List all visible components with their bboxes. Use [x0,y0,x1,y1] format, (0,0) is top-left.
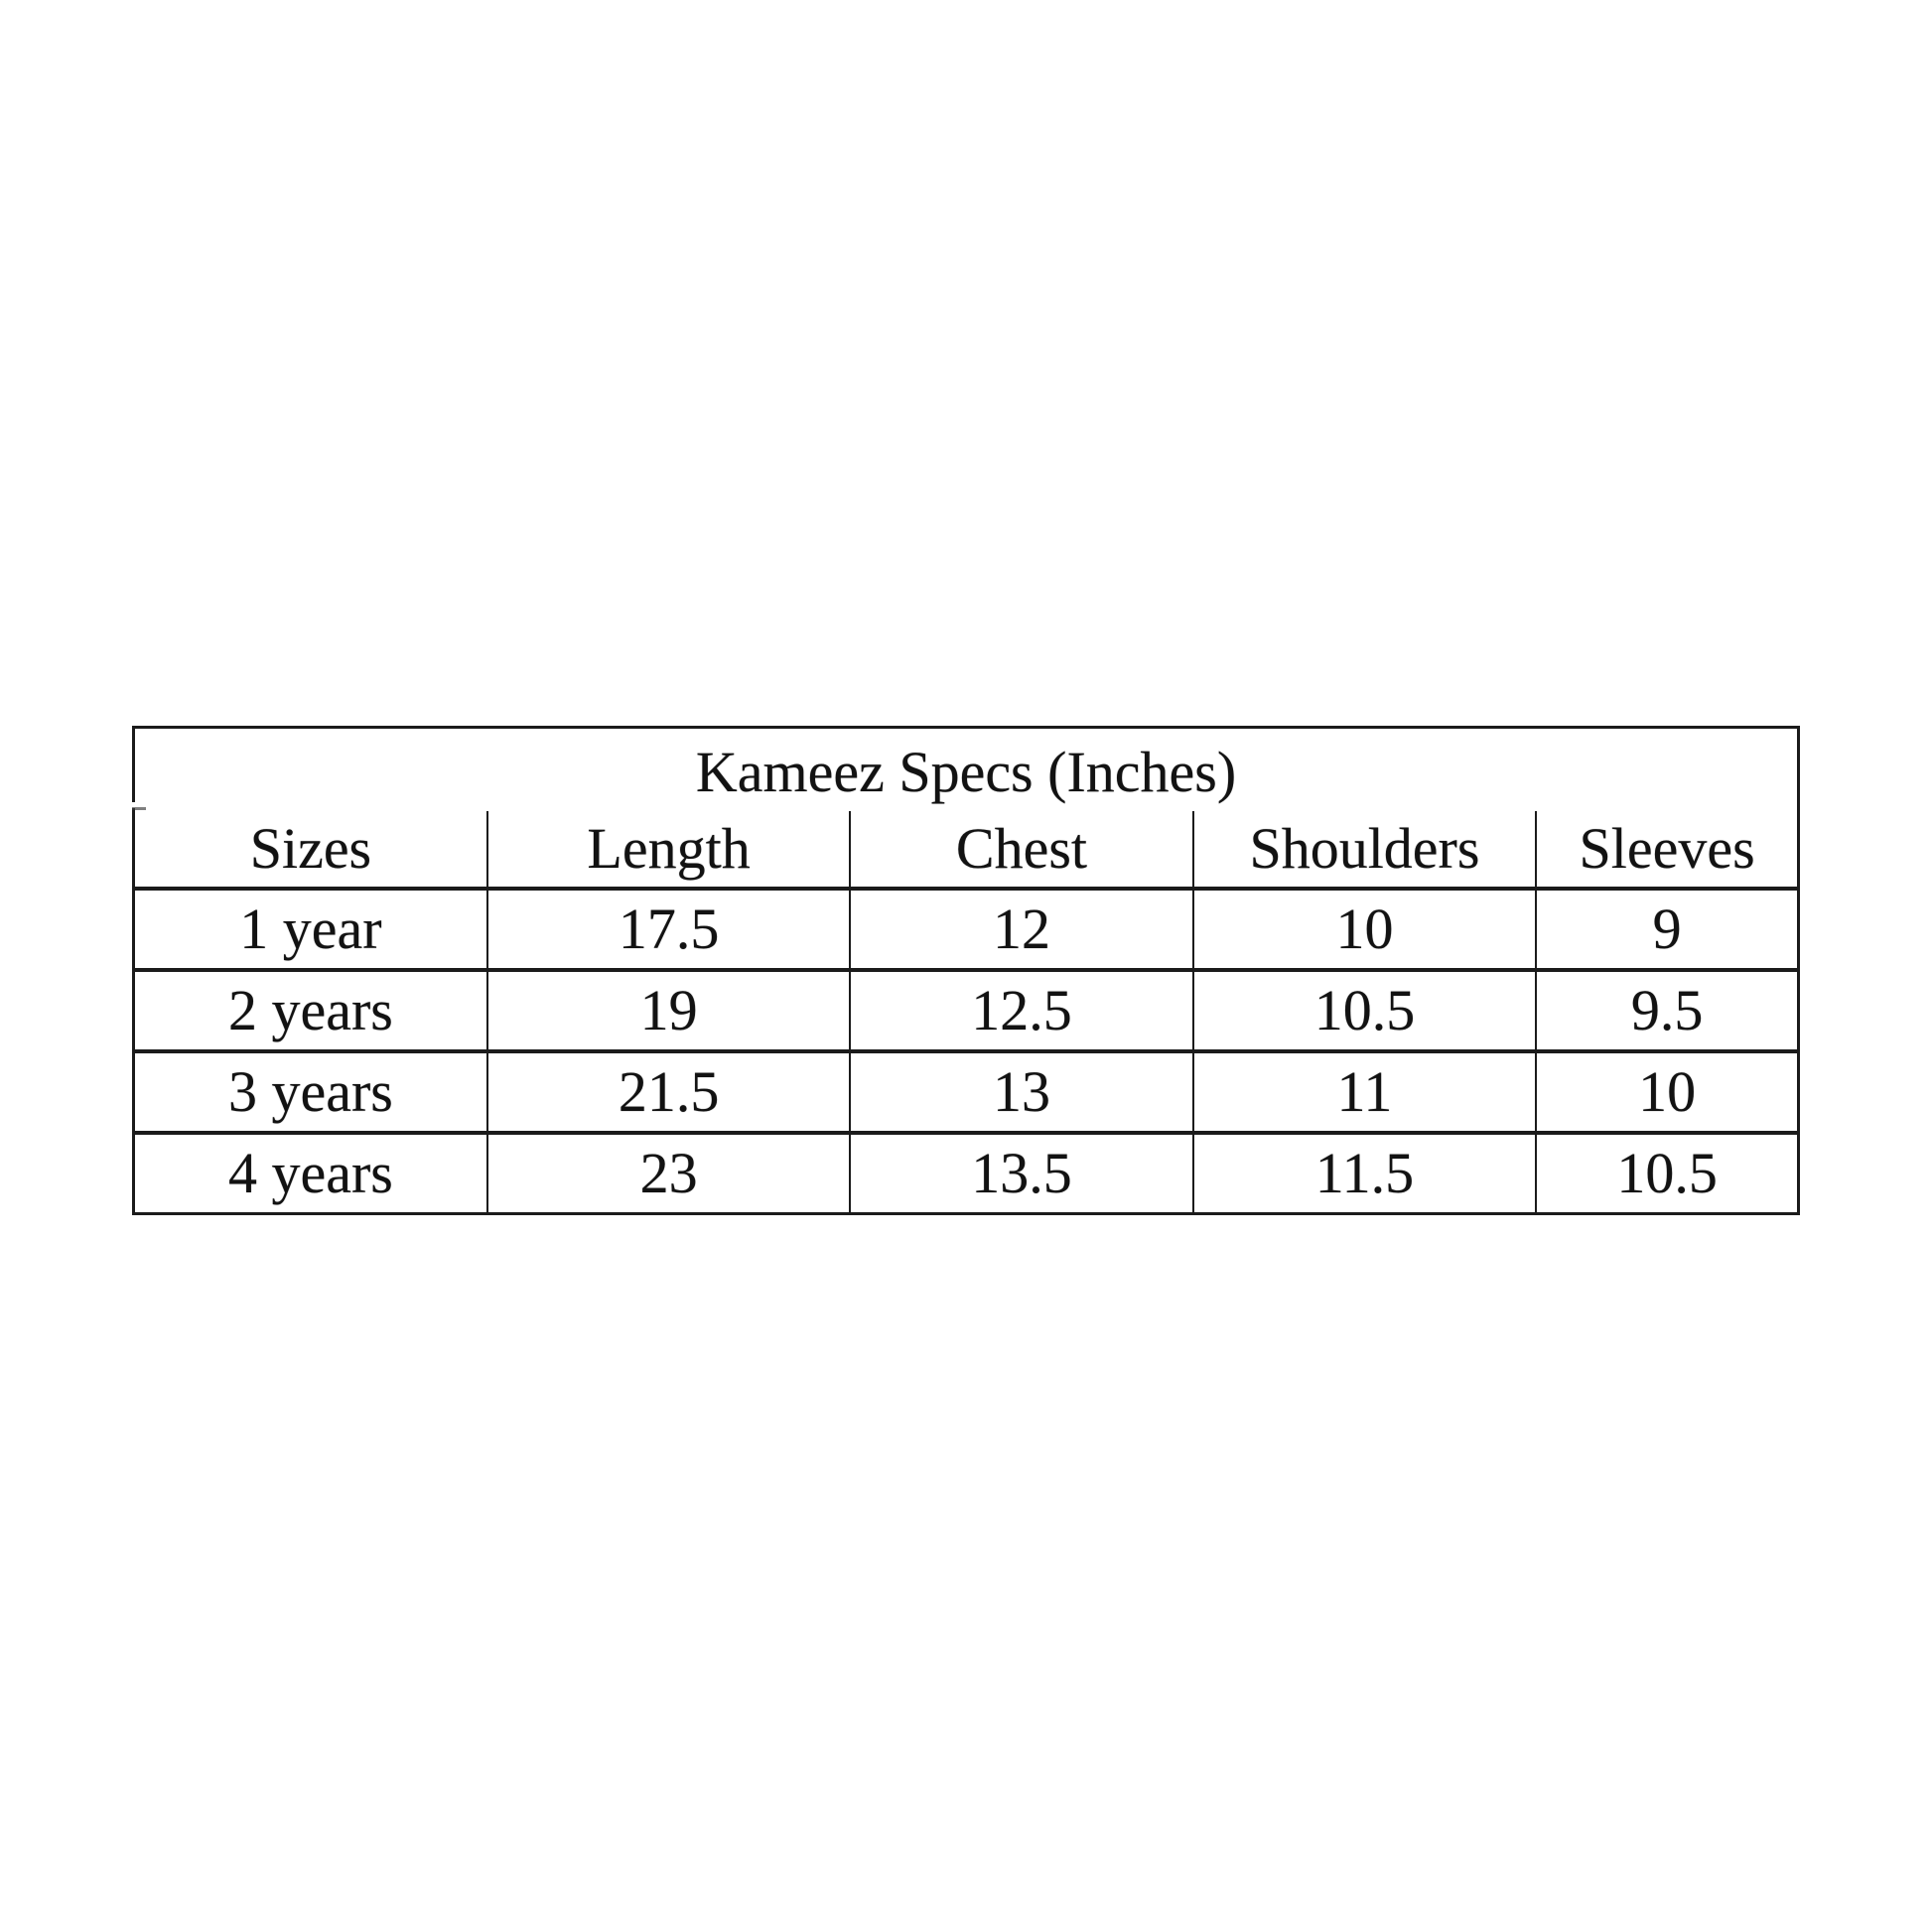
scan-artifact-border-gap [131,802,136,808]
cell-length: 17.5 [485,888,851,972]
table-title-row: Kameez Specs (Inches) [134,728,1799,811]
cell-sleeves: 10 [1535,1050,1799,1135]
cell-length: 23 [485,1132,851,1214]
cell-size: 4 years [227,1140,393,1205]
cell-shoulders: 10.5 [1191,969,1537,1053]
table-row-3-years: 3 years 21.5 13 11 10 [133,1050,1799,1135]
cell-shoulders: 11 [1191,1050,1537,1135]
column-header-sleeves: Sleeves [1535,810,1799,891]
cell-size: 3 years [133,1050,487,1135]
cell-shoulders: 10 [1191,888,1537,972]
table-header-row: Sizes Length Chest Shoulders Sleeves [133,810,1799,891]
table-title: Kameez Specs (Inches) [695,740,1237,805]
cell-size: 1 year [133,888,487,972]
cell-length: 19 [485,969,851,1053]
column-header-shoulders: Shoulders [1191,810,1537,891]
cell-chest: 13 [849,1050,1193,1135]
column-header-sizes: Sizes [133,810,487,891]
cell-chest: 13.5 [849,1132,1193,1214]
column-header-length: Length [485,810,851,891]
cell-shoulders: 11.5 [1191,1132,1537,1214]
table-row-1-year: 1 year 17.5 12 10 9 [133,888,1799,972]
table-row-2-years: 2 years 19 12.5 10.5 9.5 [133,969,1799,1053]
table-row-4-years: 4 years 23 13.5 11.5 10.5 [134,1132,1799,1214]
cell-length: 21.5 [485,1050,851,1135]
cell-size: 2 years [133,969,487,1053]
kameez-specs-table: Kameez Specs (Inches) Sizes Length Chest… [132,726,1800,1215]
cell-chest: 12 [849,888,1193,972]
cell-chest: 12.5 [849,969,1193,1053]
column-header-chest: Chest [849,810,1193,891]
cell-sleeves: 9 [1535,888,1799,972]
cell-sleeves: 10.5 [1535,1132,1799,1214]
cell-sleeves: 9.5 [1535,969,1799,1053]
scan-artifact-tick [132,807,146,810]
